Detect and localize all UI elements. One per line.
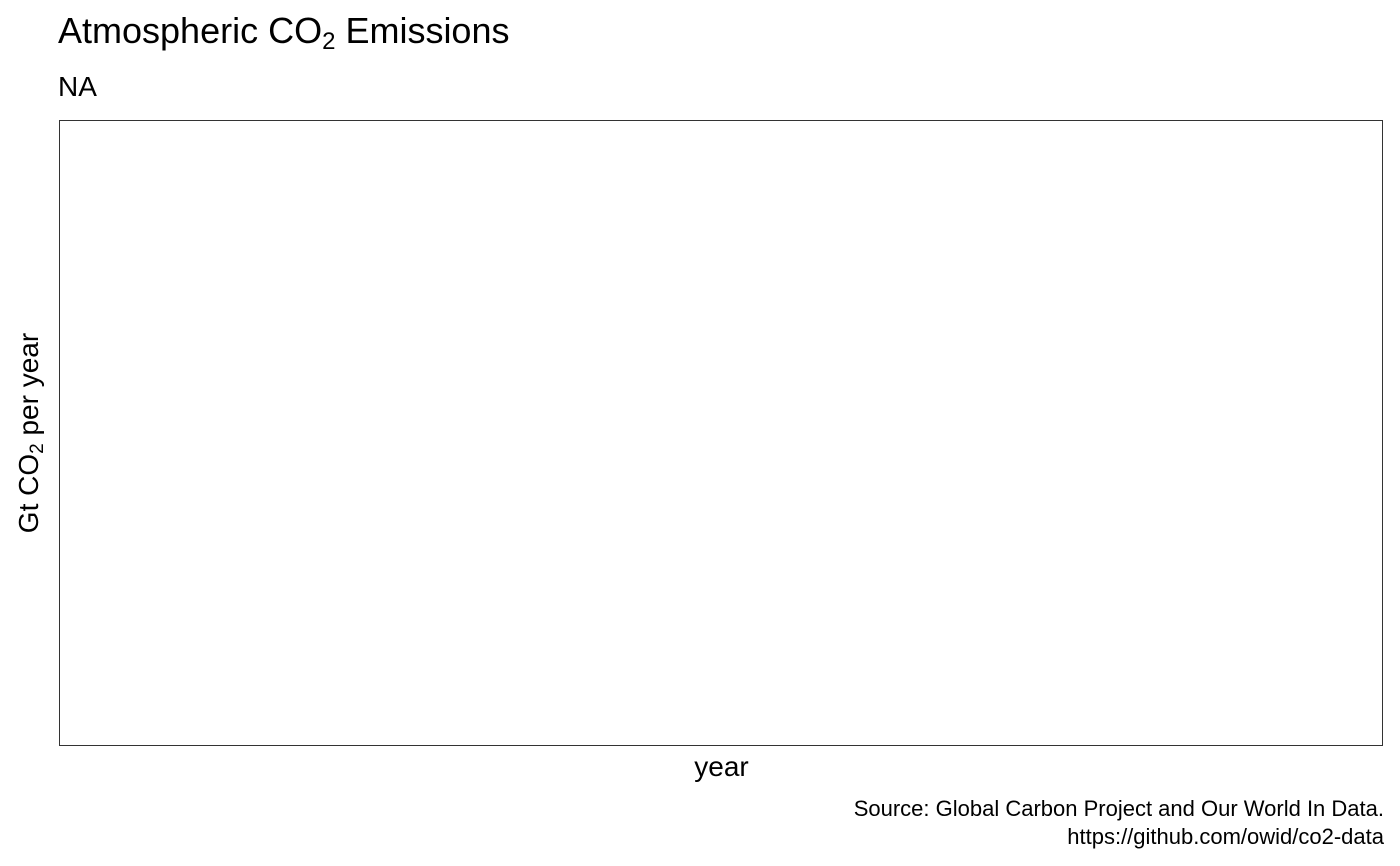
- x-axis-label: year: [694, 751, 749, 782]
- y-axis-label: Gt CO2 per year: [12, 332, 48, 534]
- chart-title-rest: Emissions: [335, 10, 510, 51]
- chart-title: Atmospheric CO2 Emissions: [58, 10, 510, 55]
- chart-title-main: Atmospheric CO: [58, 10, 323, 51]
- y-axis-label-subscript: 2: [27, 443, 48, 454]
- chart-subtitle: NA: [58, 71, 97, 102]
- caption-url-line: https://github.com/owid/co2-data: [1067, 824, 1384, 849]
- y-axis-label-main: Gt CO: [13, 453, 44, 534]
- chart-title-subscript: 2: [322, 28, 336, 55]
- y-axis-label-rest: per year: [13, 332, 44, 444]
- plot-panel: [59, 120, 1383, 746]
- caption-source-line: Source: Global Carbon Project and Our Wo…: [853, 796, 1384, 821]
- chart-caption: Source: Global Carbon Project and Our Wo…: [854, 795, 1384, 851]
